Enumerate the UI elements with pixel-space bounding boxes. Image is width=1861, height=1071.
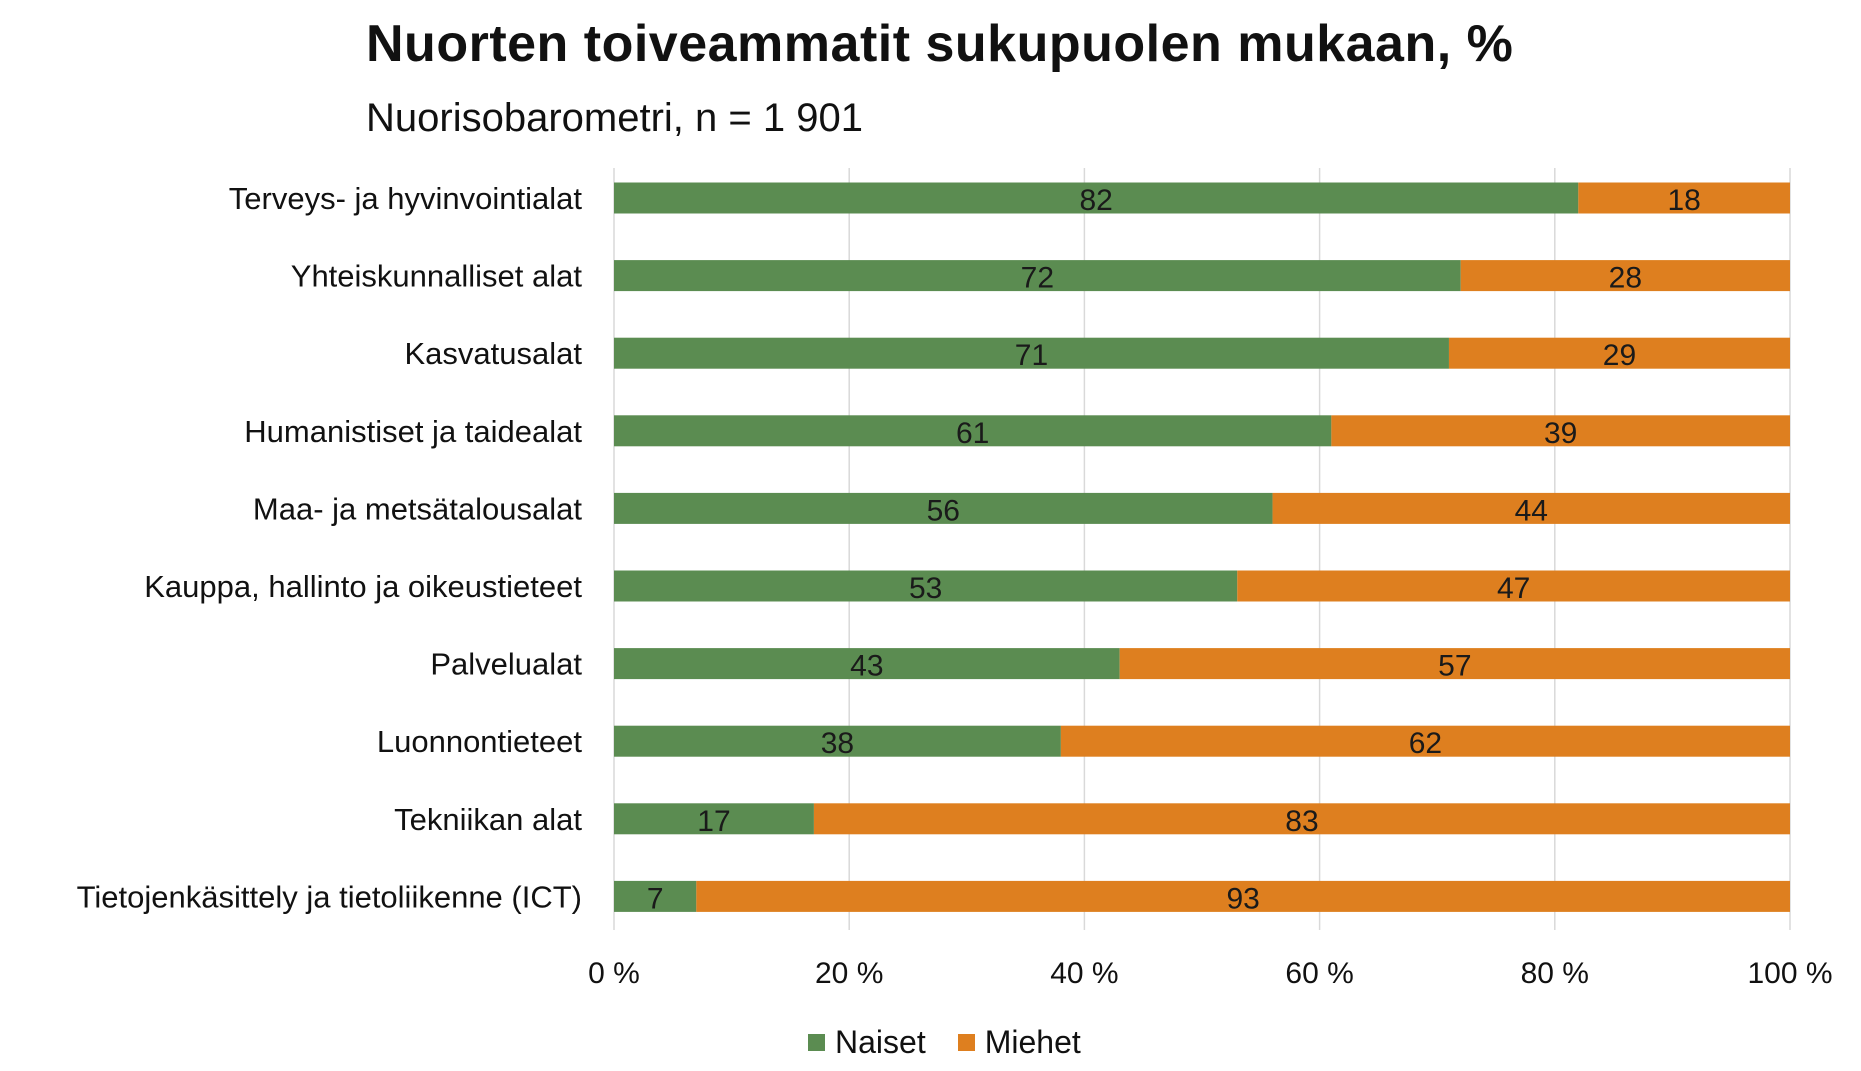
bar-miehet-9 (696, 880, 1790, 912)
x-tick-label-4: 80 % (1521, 957, 1589, 990)
category-label-1: Yhteiskunnalliset alat (291, 259, 583, 294)
legend-item-miehet: Miehet (957, 1024, 1081, 1061)
data-label-naiset-6: 43 (850, 650, 883, 683)
legend-swatch-naiset (808, 1034, 825, 1051)
data-label-naiset-3: 61 (956, 417, 989, 450)
legend-label-miehet: Miehet (984, 1024, 1081, 1060)
data-label-naiset-0: 82 (1079, 184, 1112, 217)
bar-miehet-7 (1060, 725, 1790, 757)
bar-naiset-6 (614, 648, 1120, 680)
bar-miehet-1 (1460, 260, 1790, 292)
data-label-miehet-8: 83 (1285, 805, 1318, 838)
x-tick-label-5: 100 % (1747, 957, 1832, 990)
bar-naiset-7 (614, 725, 1061, 757)
category-label-2: Kasvatusalat (405, 336, 583, 371)
category-label-6: Palvelualat (430, 647, 582, 682)
bar-miehet-0 (1578, 182, 1790, 214)
data-label-miehet-1: 28 (1609, 262, 1642, 295)
category-label-4: Maa- ja metsätalousalat (253, 491, 582, 526)
legend-item-naiset: Naiset (808, 1024, 926, 1061)
data-label-miehet-5: 47 (1497, 572, 1530, 605)
category-label-7: Luonnontieteet (377, 724, 583, 759)
x-tick-label-2: 40 % (1050, 957, 1118, 990)
bar-miehet-6 (1119, 648, 1790, 680)
chart-subtitle: Nuorisobarometri, n = 1 901 (366, 96, 863, 140)
bar-naiset-0 (614, 182, 1579, 214)
bar-naiset-5 (614, 570, 1238, 602)
bar-miehet-3 (1331, 415, 1790, 447)
legend-label-naiset: Naiset (835, 1024, 926, 1060)
bar-miehet-8 (813, 803, 1790, 835)
legend-swatch-miehet (957, 1034, 975, 1051)
data-label-miehet-0: 18 (1667, 184, 1700, 217)
bar-naiset-3 (614, 415, 1332, 447)
data-label-naiset-9: 7 (647, 882, 664, 915)
bar-naiset-1 (614, 260, 1461, 292)
x-tick-label-0: 0 % (588, 957, 640, 990)
category-label-0: Terveys- ja hyvinvointialat (229, 181, 583, 216)
category-label-9: Tietojenkäsittely ja tietoliikenne (ICT) (77, 879, 582, 914)
data-label-naiset-7: 38 (821, 727, 854, 760)
category-label-8: Tekniikan alat (394, 802, 582, 837)
data-label-miehet-7: 62 (1409, 727, 1442, 760)
bar-naiset-2 (614, 337, 1449, 369)
bar-naiset-9 (614, 880, 697, 912)
x-tick-label-3: 60 % (1285, 957, 1353, 990)
bar-miehet-5 (1237, 570, 1790, 602)
chart-title: Nuorten toiveammatit sukupuolen mukaan, … (366, 15, 1514, 73)
category-label-3: Humanistiset ja taidealat (244, 414, 582, 449)
data-label-naiset-2: 71 (1015, 339, 1048, 372)
data-label-miehet-6: 57 (1438, 650, 1471, 683)
bar-miehet-2 (1448, 337, 1790, 369)
bar-naiset-8 (614, 803, 814, 835)
data-label-miehet-4: 44 (1515, 494, 1548, 527)
data-label-naiset-4: 56 (927, 494, 960, 527)
bar-miehet-4 (1272, 492, 1790, 524)
category-label-5: Kauppa, hallinto ja oikeustieteet (144, 569, 582, 604)
chart-legend: Naiset Miehet (808, 1024, 1113, 1061)
data-label-naiset-5: 53 (909, 572, 942, 605)
data-label-miehet-3: 39 (1544, 417, 1577, 450)
data-label-miehet-2: 29 (1603, 339, 1636, 372)
data-label-naiset-1: 72 (1021, 262, 1054, 295)
x-tick-label-1: 20 % (815, 957, 883, 990)
bar-naiset-4 (614, 492, 1273, 524)
data-label-naiset-8: 17 (697, 805, 730, 838)
data-label-miehet-9: 93 (1226, 882, 1259, 915)
